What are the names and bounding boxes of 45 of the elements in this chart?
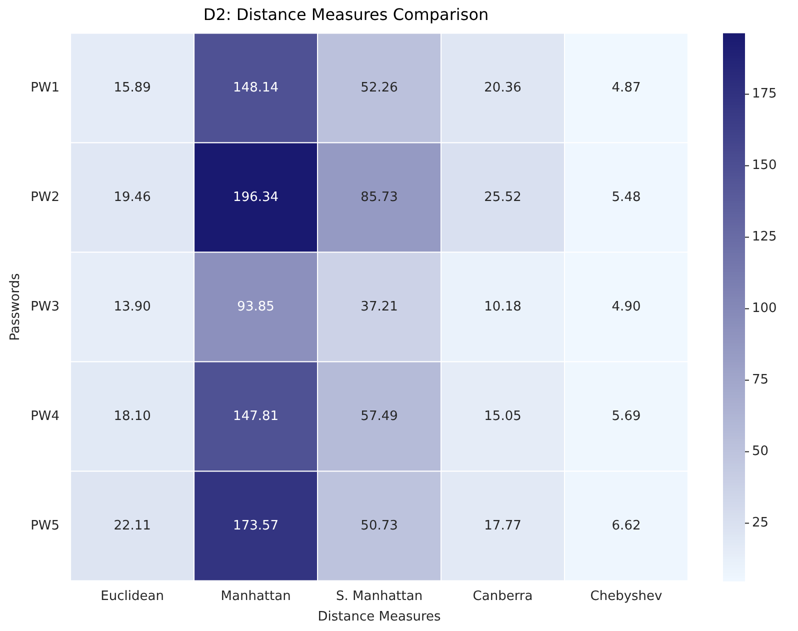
color-bar-label: 175 <box>752 86 777 102</box>
data-label: 10.18 <box>484 299 522 314</box>
data-label: 57.49 <box>360 408 398 424</box>
color-bar-label: 125 <box>752 230 777 245</box>
chart-title: D2: Distance Measures Comparison <box>203 4 489 24</box>
data-label: 20.36 <box>484 80 522 96</box>
color-bar-label: 50 <box>752 444 769 460</box>
data-label: 5.48 <box>612 190 641 205</box>
data-label: 52.26 <box>360 80 398 96</box>
data-label: 15.05 <box>484 408 522 424</box>
data-label: 50.73 <box>360 518 398 534</box>
color-bar-label: 25 <box>752 516 769 531</box>
data-label: 18.10 <box>114 408 151 424</box>
data-label: 15.89 <box>114 80 151 96</box>
data-label: 22.11 <box>114 518 151 534</box>
y-tick-label: PW1 <box>30 80 60 96</box>
data-label: 173.57 <box>233 518 279 534</box>
data-label: 4.87 <box>612 80 641 96</box>
color-bar-label: 75 <box>752 372 769 388</box>
y-axis-title: Passwords <box>8 273 24 341</box>
data-label: 147.81 <box>233 408 279 424</box>
y-tick-label: PW5 <box>30 518 60 534</box>
data-label: 4.90 <box>612 299 641 314</box>
y-tick-label: PW3 <box>30 299 60 314</box>
data-label: 25.52 <box>484 190 522 205</box>
x-tick-label: Euclidean <box>100 588 164 604</box>
data-label: 148.14 <box>233 80 279 96</box>
data-label: 17.77 <box>484 518 522 534</box>
color-bar-label: 100 <box>752 301 777 316</box>
x-tick-label: Chebyshev <box>590 588 663 604</box>
x-tick-label: Manhattan <box>220 588 291 604</box>
data-label: 196.34 <box>233 190 279 205</box>
data-label: 37.21 <box>360 299 398 314</box>
data-label: 19.46 <box>114 190 151 205</box>
data-label: 85.73 <box>360 190 398 205</box>
data-label: 5.69 <box>612 408 641 424</box>
y-tick-label: PW2 <box>30 190 60 205</box>
x-tick-label: Canberra <box>472 588 533 604</box>
data-label: 6.62 <box>612 518 641 534</box>
data-label: 13.90 <box>114 299 151 314</box>
data-label: 93.85 <box>237 299 274 314</box>
y-tick-label: PW4 <box>30 408 60 424</box>
color-bar-label: 150 <box>752 158 777 174</box>
x-axis-title: Distance Measures <box>318 610 442 625</box>
x-tick-label: S. Manhattan <box>336 588 423 604</box>
